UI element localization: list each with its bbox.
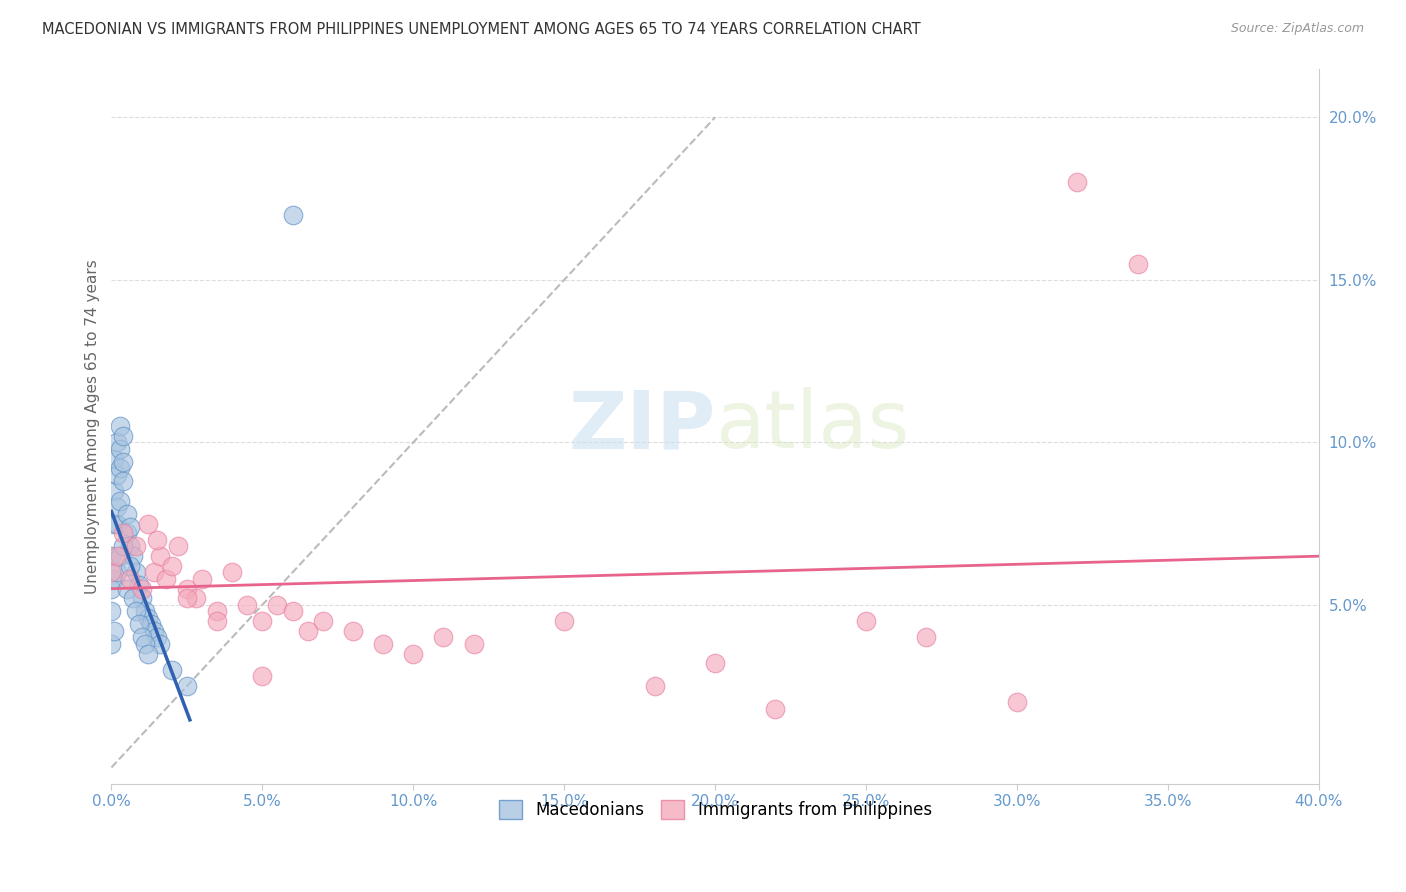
Point (297, 624, 319, 638)
Point (112, 455, 135, 469)
Point (281, 604, 304, 618)
Point (103, 624, 125, 638)
Point (115, 582, 138, 596)
Point (136, 647, 159, 661)
Point (915, 631, 938, 645)
Point (118, 520, 141, 534)
Text: atlas: atlas (716, 387, 910, 465)
Point (463, 637, 485, 651)
Point (115, 507, 138, 521)
Point (155, 572, 177, 586)
Point (855, 614, 877, 628)
Point (432, 631, 454, 645)
Point (149, 549, 172, 564)
Point (103, 484, 125, 499)
Point (145, 631, 167, 645)
Point (118, 558, 141, 573)
Point (100, 637, 122, 651)
Point (371, 637, 394, 651)
Point (134, 637, 156, 651)
Point (134, 604, 156, 618)
Point (103, 451, 125, 466)
Point (166, 540, 188, 554)
Point (118, 540, 141, 554)
Point (142, 624, 165, 638)
Y-axis label: Unemployment Among Ages 65 to 74 years: Unemployment Among Ages 65 to 74 years (86, 259, 100, 593)
Point (110, 494, 132, 508)
Text: Source: ZipAtlas.com: Source: ZipAtlas.com (1230, 22, 1364, 36)
Point (252, 614, 274, 628)
Point (112, 526, 135, 541)
Point (184, 591, 207, 606)
Point (765, 702, 787, 716)
Point (160, 558, 183, 573)
Point (139, 617, 162, 632)
Point (1126, 256, 1149, 270)
Point (107, 467, 129, 482)
Point (100, 582, 122, 596)
Point (110, 549, 132, 564)
Point (107, 435, 129, 450)
Point (160, 663, 183, 677)
Text: ZIP: ZIP (568, 387, 716, 465)
Point (131, 582, 153, 596)
Point (176, 591, 198, 606)
Point (205, 604, 228, 618)
Point (107, 500, 129, 515)
Point (107, 516, 129, 531)
Point (128, 578, 150, 592)
Point (191, 572, 214, 586)
Text: MACEDONIAN VS IMMIGRANTS FROM PHILIPPINES UNEMPLOYMENT AMONG AGES 65 TO 74 YEARS: MACEDONIAN VS IMMIGRANTS FROM PHILIPPINE… (42, 22, 921, 37)
Point (402, 647, 425, 661)
Point (142, 566, 165, 580)
Point (176, 582, 198, 596)
Point (110, 442, 132, 456)
Point (236, 598, 259, 612)
Point (1005, 696, 1028, 710)
Point (121, 591, 143, 606)
Point (145, 533, 167, 547)
Point (103, 572, 125, 586)
Point (176, 679, 198, 693)
Point (100, 549, 122, 564)
Point (644, 679, 666, 693)
Legend: Macedonians, Immigrants from Philippines: Macedonians, Immigrants from Philippines (492, 793, 938, 825)
Point (121, 549, 143, 564)
Point (312, 614, 335, 628)
Point (107, 566, 129, 580)
Point (252, 669, 274, 683)
Point (136, 516, 159, 531)
Point (112, 429, 135, 443)
Point (704, 657, 727, 671)
Point (110, 419, 132, 434)
Point (281, 208, 304, 222)
Point (112, 540, 135, 554)
Point (136, 611, 159, 625)
Point (553, 614, 575, 628)
Point (112, 475, 135, 489)
Point (131, 631, 153, 645)
Point (149, 637, 172, 651)
Point (100, 604, 122, 618)
Point (266, 598, 288, 612)
Point (115, 526, 138, 541)
Point (124, 566, 146, 580)
Point (131, 591, 153, 606)
Point (124, 540, 146, 554)
Point (221, 566, 243, 580)
Point (110, 461, 132, 475)
Point (128, 617, 150, 632)
Point (342, 624, 364, 638)
Point (103, 516, 125, 531)
Point (124, 604, 146, 618)
Point (118, 572, 141, 586)
Point (205, 614, 228, 628)
Point (107, 549, 129, 564)
Point (100, 566, 122, 580)
Point (1066, 175, 1088, 189)
